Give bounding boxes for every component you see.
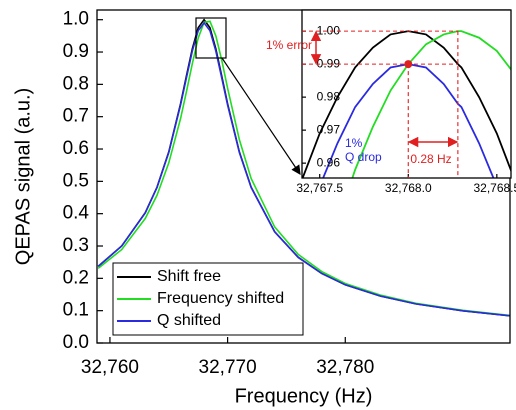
- annotation: 0.28 Hz: [410, 152, 451, 166]
- series-line: [97, 20, 510, 317]
- annotation-bg: [409, 152, 453, 167]
- plot-background: [302, 10, 511, 178]
- y-tick-label: 0.99: [317, 56, 341, 70]
- annotation: Q drop: [345, 150, 382, 164]
- y-tick-label: 0.1: [63, 300, 89, 321]
- y-tick-label: 0.9: [63, 41, 89, 62]
- inset-plot: 32,767.5 32,768.0 32,768.5 0.96 0.97 0.98 0.99…: [296, 9, 516, 195]
- intersection-dot: [404, 60, 413, 69]
- x-axis-label: Frequency (Hz): [235, 385, 373, 407]
- annotation: 1% error: [266, 38, 312, 52]
- series-line: [97, 21, 510, 317]
- zoom-box: [195, 17, 227, 59]
- y-tick-label: 0.6: [63, 138, 89, 159]
- y-tick-label: 0.0: [63, 332, 89, 353]
- y-axis-label: QEPAS signal (a.u.): [12, 88, 34, 265]
- zoom-arrow: [221, 57, 301, 175]
- legend-label: Q shifted: [157, 312, 221, 329]
- y-tick-label: 0.97: [317, 122, 341, 136]
- y-tick-label: 1.00: [317, 23, 341, 37]
- plot-frame: [301, 9, 512, 179]
- y-tick-label: 0.3: [63, 235, 89, 256]
- annotation: 1%: [345, 136, 363, 150]
- x-tick-label: 32,770: [199, 357, 257, 378]
- x-tick-label: 32,767.5: [296, 181, 343, 195]
- legend-label: Frequency shifted: [157, 290, 284, 307]
- x-tick-label: 32,768.5: [473, 181, 516, 195]
- y-tick-label: 0.96: [317, 155, 341, 169]
- y-tick-label: 0.2: [63, 267, 89, 288]
- y-tick-label: 1.0: [63, 9, 89, 30]
- legend-label: Shift free: [157, 268, 221, 285]
- x-tick-label: 32,768.0: [385, 181, 432, 195]
- y-tick-label: 0.8: [63, 73, 89, 94]
- series-line: [302, 30, 511, 178]
- y-tick-label: 0.5: [63, 170, 89, 191]
- x-tick-label: 32,780: [316, 357, 374, 378]
- y-tick-label: 0.7: [63, 106, 89, 127]
- series-line: [351, 30, 511, 178]
- y-tick-label: 0.4: [63, 203, 90, 224]
- x-tick-label: 32,760: [81, 357, 139, 378]
- y-tick-label: 0.98: [317, 89, 341, 103]
- series-line: [322, 63, 495, 178]
